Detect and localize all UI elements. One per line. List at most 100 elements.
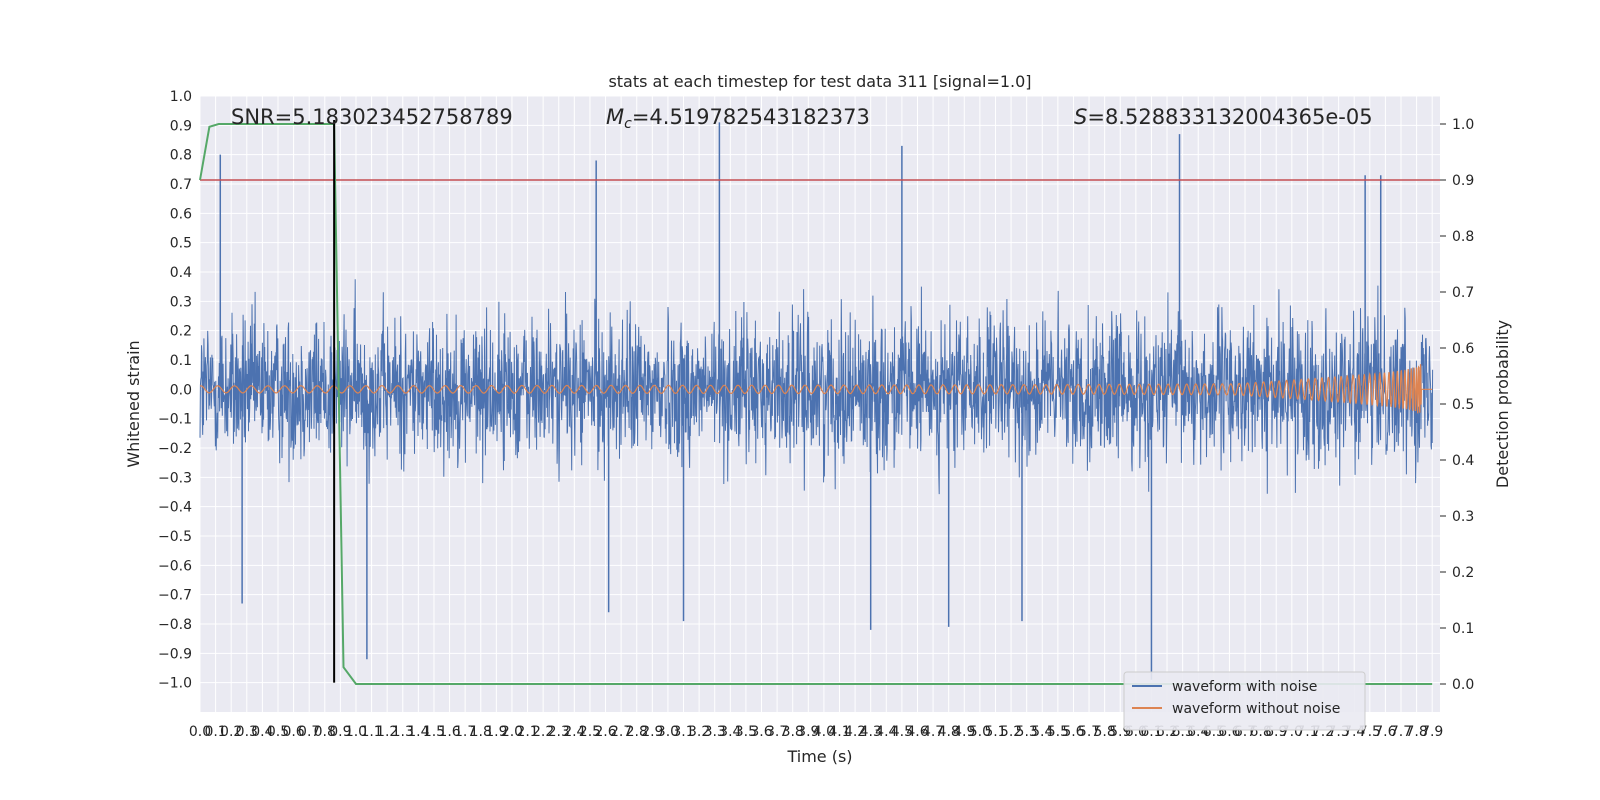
x-tick-label: 3.7 [766,724,788,740]
x-tick-label: 5.4 [1031,724,1053,740]
legend: waveform with noise waveform without noi… [1123,671,1366,731]
right-y-tick-label: 0.5 [1452,397,1474,413]
x-tick-label: 4.0 [813,724,835,740]
x-tick-label: 5.1 [984,724,1006,740]
y-tick-label: 0.2 [170,324,192,340]
plot-area [199,120,1440,685]
x-tick-label: 0.5 [267,724,289,740]
legend-label-noise: waveform with noise [1172,679,1317,695]
y-tick-label: −0.5 [158,529,192,545]
y-axis-label: Whitened strain [124,340,143,467]
x-tick-label: 1.8 [470,724,492,740]
x-tick-label: 0.4 [251,724,273,740]
right-y-tick-label: 0.6 [1452,341,1474,357]
y-tick-label: 0.7 [170,177,192,193]
series-detection-probability [199,123,1433,685]
x-tick-label: 2.4 [563,724,585,740]
snr-annotation: SNR=5.183023452758789 [231,105,513,129]
x-tick-label: 4.4 [875,724,897,740]
x-tick-label: 3.2 [688,724,710,740]
y-axis-ticks: 1.0 0.9 0.8 0.7 0.6 0.5 0.4 0.3 0.2 0.1 0.0 −0.1 −0.… [158,89,192,692]
x-tick-label: 1.9 [485,724,507,740]
x-tick-label: 0.8 [314,724,336,740]
x-tick-label: 2.7 [610,724,632,740]
chirp-mass-annotation: Mc=4.519782543182373 [606,105,870,132]
x-tick-label: 4.7 [922,724,944,740]
x-tick-label: 4.1 [828,724,850,740]
x-tick-label: 5.7 [1078,724,1100,740]
series-waveform-with-noise [199,279,1434,495]
right-y-axis-ticks: 1.0 0.9 0.8 0.7 0.6 0.5 0.4 0.3 0.2 0.1 0.0 [1440,117,1474,693]
y-tick-label: 0.6 [170,206,192,222]
x-tick-label: 3.3 [704,724,726,740]
x-tick-label: 3.4 [719,724,741,740]
y-tick-label: 0.3 [170,294,192,310]
x-tick-label: 3.0 [657,724,679,740]
y-tick-label: 0.8 [170,148,192,164]
y-tick-label: −0.4 [158,500,192,516]
x-tick-label: 0.9 [329,724,351,740]
y-tick-label: 0.9 [170,118,192,134]
right-y-tick-label: 0.8 [1452,229,1474,245]
y-tick-label: −0.1 [158,412,192,428]
x-tick-label: 1.2 [376,724,398,740]
y-tick-label: −0.9 [158,646,192,662]
right-y-tick-label: 0.3 [1452,509,1474,525]
right-y-tick-label: 0.2 [1452,565,1474,581]
x-tick-label: 7.8 [1405,724,1427,740]
x-tick-label: 3.6 [750,724,772,740]
right-y-tick-label: 0.4 [1452,453,1474,469]
x-tick-label: 1.0 [345,724,367,740]
legend-label-clean: waveform without noise [1172,701,1340,717]
x-tick-label: 5.8 [1094,724,1116,740]
x-tick-label: 7.6 [1374,724,1396,740]
x-tick-label: 1.3 [392,724,414,740]
x-tick-label: 4.5 [891,724,913,740]
chirp-mass-subscript: c [624,116,632,132]
x-tick-label: 2.3 [548,724,570,740]
x-tick-label: 7.7 [1390,724,1412,740]
x-tick-label: 1.7 [454,724,476,740]
x-tick-label: 2.9 [641,724,663,740]
legend-box [1123,671,1366,731]
x-tick-label: 3.5 [735,724,757,740]
x-tick-label: 1.1 [360,724,382,740]
x-tick-label: 4.3 [860,724,882,740]
x-tick-label: 0.7 [298,724,320,740]
y-tick-label: 0.0 [170,382,192,398]
x-tick-label: 4.8 [938,724,960,740]
y-tick-label: −1.0 [158,676,192,692]
series-waveform-without-noise [200,364,1433,414]
chirp-mass-symbol: M [606,105,624,129]
right-y-tick-label: 1.0 [1452,117,1474,133]
right-y-axis-label: Detection probability [1493,320,1512,488]
x-tick-label: 3.9 [797,724,819,740]
x-axis-label: Time (s) [786,747,852,766]
x-tick-label: 0.6 [282,724,304,740]
x-tick-label: 2.5 [579,724,601,740]
y-tick-label: −0.8 [158,617,192,633]
x-tick-label: 5.0 [969,724,991,740]
chirp-mass-value: =4.519782543182373 [632,105,870,129]
x-tick-label: 2.0 [501,724,523,740]
x-tick-label: 1.4 [407,724,429,740]
x-tick-label: 5.5 [1047,724,1069,740]
x-tick-label: 0.3 [236,724,258,740]
x-tick-label: 2.8 [626,724,648,740]
noise-spikes [219,122,1382,680]
x-tick-label: 4.9 [953,724,975,740]
y-tick-label: 0.5 [170,236,192,252]
x-tick-label: 5.6 [1062,724,1084,740]
x-tick-label: 0.0 [189,724,211,740]
right-y-tick-label: 0.0 [1452,677,1474,693]
x-tick-label: 1.6 [438,724,460,740]
x-tick-label: 2.6 [594,724,616,740]
x-tick-label: 3.8 [782,724,804,740]
s-symbol: S [1074,105,1087,129]
y-tick-label: 0.1 [170,353,192,369]
x-tick-label: 4.2 [844,724,866,740]
right-y-tick-label: 0.7 [1452,285,1474,301]
x-tick-label: 4.6 [906,724,928,740]
y-tick-label: 0.4 [170,265,192,281]
